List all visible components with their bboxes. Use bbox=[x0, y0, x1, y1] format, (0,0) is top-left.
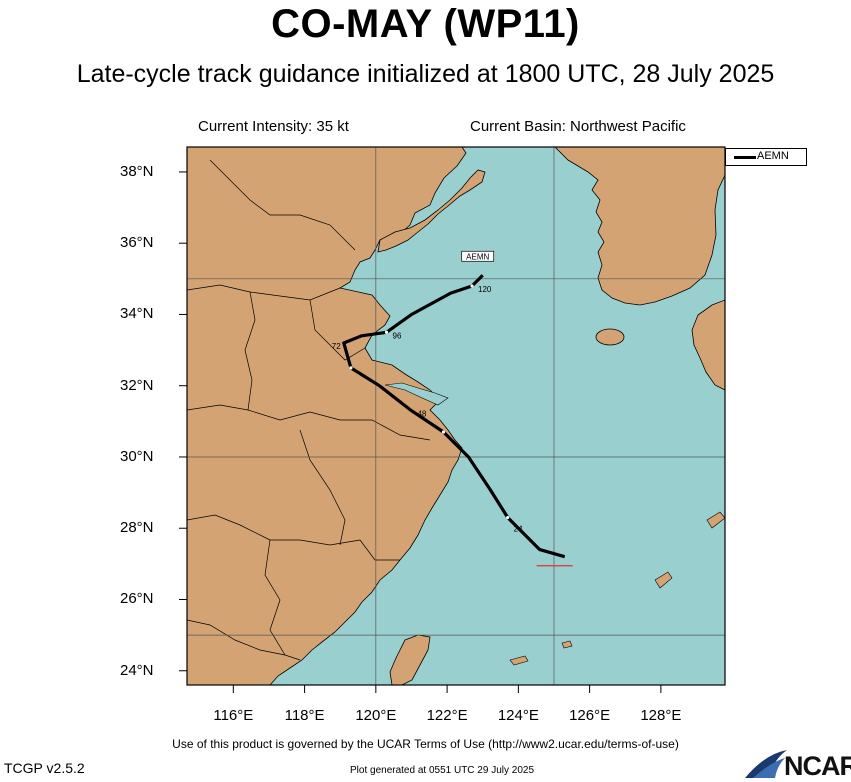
legend: AEMN bbox=[725, 148, 807, 166]
ncar-logo-text: NCAR bbox=[784, 751, 851, 781]
lon-label: 118°E bbox=[284, 707, 325, 724]
track-point bbox=[441, 430, 446, 434]
track-points bbox=[349, 284, 510, 520]
track-end-label-text: AEMN bbox=[466, 252, 489, 261]
version-label: TCGP v2.5.2 bbox=[4, 760, 85, 776]
forecast-hour-label: 48 bbox=[417, 410, 426, 419]
forecast-hour-label: 120 bbox=[478, 285, 492, 294]
lat-label: 36°N bbox=[120, 234, 154, 252]
axis-ticks bbox=[179, 171, 662, 693]
forecast-hour-labels: 24 48 72 96 120 bbox=[332, 285, 523, 534]
lon-label: 124°E bbox=[497, 707, 539, 724]
lon-label: 126°E bbox=[569, 707, 611, 724]
track-point bbox=[384, 330, 389, 334]
land-jeju bbox=[595, 328, 625, 346]
plot-generated-label: Plot generated at 0551 UTC 29 July 2025 bbox=[350, 765, 535, 776]
lat-label: 28°N bbox=[120, 519, 154, 537]
track-point bbox=[470, 284, 474, 288]
page-title: CO-MAY (WP11) bbox=[271, 2, 580, 46]
land-japan bbox=[691, 299, 725, 391]
ncar-logo-icon bbox=[745, 750, 787, 778]
forecast-hour-label: 72 bbox=[332, 342, 341, 351]
legend-label-aemn: AEMN bbox=[757, 150, 789, 162]
track-point bbox=[506, 515, 510, 520]
land-shandong bbox=[377, 169, 486, 253]
province-borders bbox=[187, 159, 431, 661]
land-ryukyu-3 bbox=[509, 655, 529, 666]
lon-label: 116°E bbox=[213, 707, 254, 724]
land-ryukyu-4 bbox=[561, 640, 573, 649]
yangtze-estuary bbox=[384, 382, 449, 406]
track-end-label: AEMN bbox=[461, 250, 495, 262]
lat-label: 24°N bbox=[120, 661, 154, 679]
track-line-aemn bbox=[342, 274, 566, 559]
legend-line-aemn bbox=[734, 156, 756, 159]
land-taiwan bbox=[389, 634, 431, 685]
grid-lines bbox=[187, 147, 725, 685]
lon-label: 122°E bbox=[426, 707, 468, 724]
lat-label: 38°N bbox=[120, 162, 154, 180]
lat-label: 30°N bbox=[120, 447, 154, 465]
page-subtitle: Late-cycle track guidance initialized at… bbox=[76, 60, 775, 88]
map-frame bbox=[186, 146, 726, 686]
forecast-hour-label: 96 bbox=[393, 331, 402, 340]
land-korea bbox=[554, 147, 725, 306]
land-ryukyu-2 bbox=[654, 571, 673, 589]
current-intensity: Current Intensity: 35 kt bbox=[198, 118, 349, 135]
lat-label: 26°N bbox=[120, 590, 154, 608]
land-ryukyu-1 bbox=[706, 511, 725, 529]
lon-label: 120°E bbox=[355, 707, 397, 724]
terms-of-use: Use of this product is governed by the U… bbox=[172, 737, 679, 751]
current-basin: Current Basin: Northwest Pacific bbox=[470, 118, 686, 135]
track-point bbox=[349, 366, 353, 370]
lat-label: 34°N bbox=[120, 305, 154, 323]
forecast-hour-label: 24 bbox=[514, 525, 523, 534]
lon-label: 128°E bbox=[640, 707, 682, 724]
lat-label: 32°N bbox=[120, 376, 154, 394]
